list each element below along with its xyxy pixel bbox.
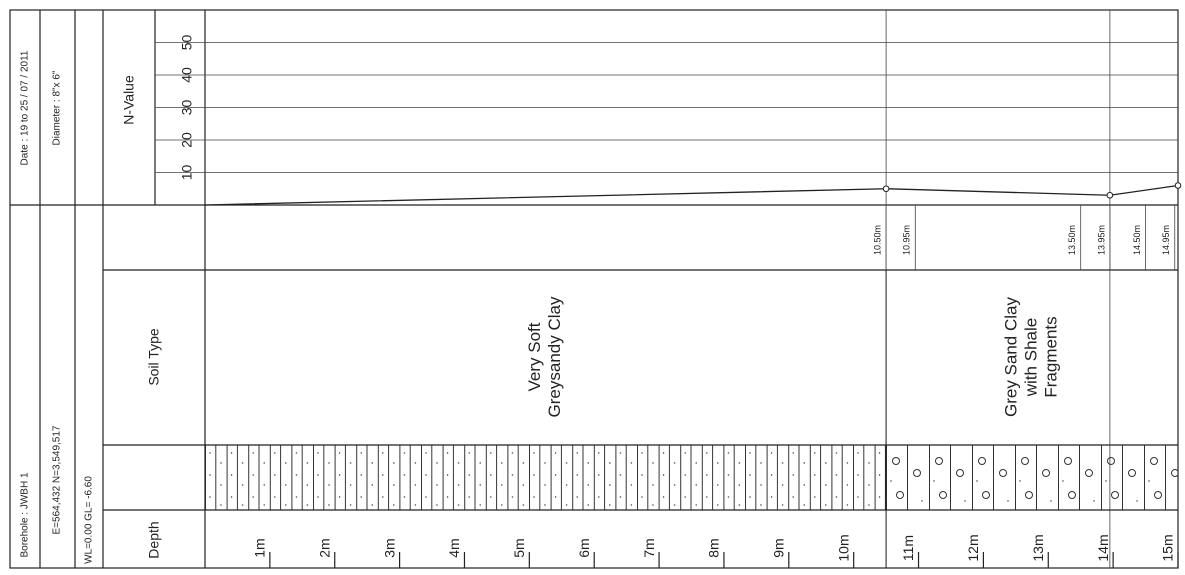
depth-tick-label: 4m <box>446 538 462 557</box>
n-tick-label: 40 <box>179 67 195 83</box>
n-tick-label: 30 <box>179 100 195 116</box>
depth-tick-label: 15m <box>1160 534 1176 561</box>
date: Date : 19 to 25 / 07 / 2011 <box>20 50 31 165</box>
depth-tick-label: 5m <box>511 538 527 557</box>
n-value-label: N-Value <box>121 75 137 125</box>
depth-tick-label: 11m <box>900 535 916 561</box>
depth-tick-label: 10m <box>835 534 851 561</box>
soil-description: with Shale <box>1022 318 1041 397</box>
depth-label: Depth <box>146 521 162 558</box>
sample-depth-label: 14.50m <box>1132 225 1142 255</box>
n-tick-label: 50 <box>179 35 195 51</box>
depth-tick-label: 2m <box>316 538 332 557</box>
depth-tick-label: 8m <box>706 538 722 557</box>
depth-tick-label: 9m <box>771 538 787 557</box>
n-value-line <box>205 186 1178 206</box>
soil-pattern <box>886 445 1178 510</box>
soil-description: Greysandy Clay <box>545 296 564 417</box>
depth-tick-label: 13m <box>1030 534 1046 561</box>
n-tick-label: 10 <box>179 165 195 181</box>
sample-depth-label: 10.50m <box>872 225 882 255</box>
depth-tick-label: 3m <box>381 538 397 557</box>
soil-description: Very Soft <box>525 322 544 391</box>
n-value-point <box>1175 183 1181 189</box>
depth-tick-label: 14m <box>1095 534 1111 561</box>
n-value-point <box>1107 192 1113 198</box>
levels: WL=0.00 GL= -6.60 <box>84 476 95 564</box>
sample-depth-label: 10.95m <box>902 225 912 255</box>
soil-description: Grey Sand Clay <box>1002 297 1021 417</box>
soil-pattern <box>205 445 886 510</box>
sample-depth-label: 13.95m <box>1096 225 1106 255</box>
depth-tick-label: 7m <box>641 538 657 557</box>
n-tick-label: 20 <box>179 132 195 148</box>
borehole: Borehole : JWBH 1 <box>20 472 31 557</box>
depth-tick-label: 1m <box>252 538 268 557</box>
sample-depth-label: 13.50m <box>1067 225 1077 255</box>
sample-depth-label: 14.95m <box>1161 225 1171 255</box>
soil-type-label: Soil Type <box>146 328 162 386</box>
soil-description: Fragments <box>1042 316 1061 397</box>
n-value-point <box>883 186 889 192</box>
diameter: Diameter : 8"x 6" <box>52 70 63 145</box>
page: {"header": {"date": "Date : 19 to 25 / 0… <box>0 0 1185 575</box>
borehole-log: Date : 19 to 25 / 07 / 2011 Diameter : 8… <box>0 0 1185 575</box>
depth-tick-label: 6m <box>576 538 592 557</box>
depth-tick-label: 12m <box>965 534 981 561</box>
coordinates: E=564,432 N=3,549,517 <box>52 425 63 534</box>
